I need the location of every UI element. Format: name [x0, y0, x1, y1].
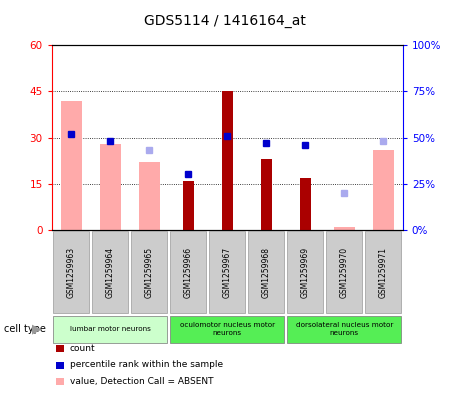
Text: value, Detection Call = ABSENT: value, Detection Call = ABSENT — [70, 377, 213, 386]
Text: dorsolateral nucleus motor
neurons: dorsolateral nucleus motor neurons — [296, 322, 393, 336]
Text: GSM1259970: GSM1259970 — [340, 246, 349, 298]
Bar — [222, 91, 233, 230]
Bar — [99, 144, 121, 230]
Text: cell type: cell type — [4, 324, 46, 334]
Bar — [373, 150, 394, 230]
Text: GSM1259971: GSM1259971 — [379, 247, 388, 298]
Text: GSM1259965: GSM1259965 — [145, 246, 154, 298]
Text: ▶: ▶ — [32, 323, 42, 336]
Text: GSM1259966: GSM1259966 — [184, 246, 193, 298]
Text: oculomotor nucleus motor
neurons: oculomotor nucleus motor neurons — [180, 322, 275, 336]
Bar — [333, 227, 355, 230]
Text: GSM1259967: GSM1259967 — [223, 246, 232, 298]
Bar — [300, 178, 310, 230]
Text: count: count — [70, 344, 95, 353]
Text: percentile rank within the sample: percentile rank within the sample — [70, 360, 223, 369]
Bar — [183, 181, 194, 230]
Bar — [60, 101, 82, 230]
Text: GSM1259968: GSM1259968 — [262, 247, 271, 298]
Text: GDS5114 / 1416164_at: GDS5114 / 1416164_at — [144, 14, 306, 28]
Text: GSM1259969: GSM1259969 — [301, 246, 310, 298]
Text: lumbar motor neurons: lumbar motor neurons — [70, 326, 151, 332]
Bar — [139, 162, 160, 230]
Bar — [261, 159, 272, 230]
Text: GSM1259963: GSM1259963 — [67, 246, 76, 298]
Text: GSM1259964: GSM1259964 — [106, 246, 115, 298]
